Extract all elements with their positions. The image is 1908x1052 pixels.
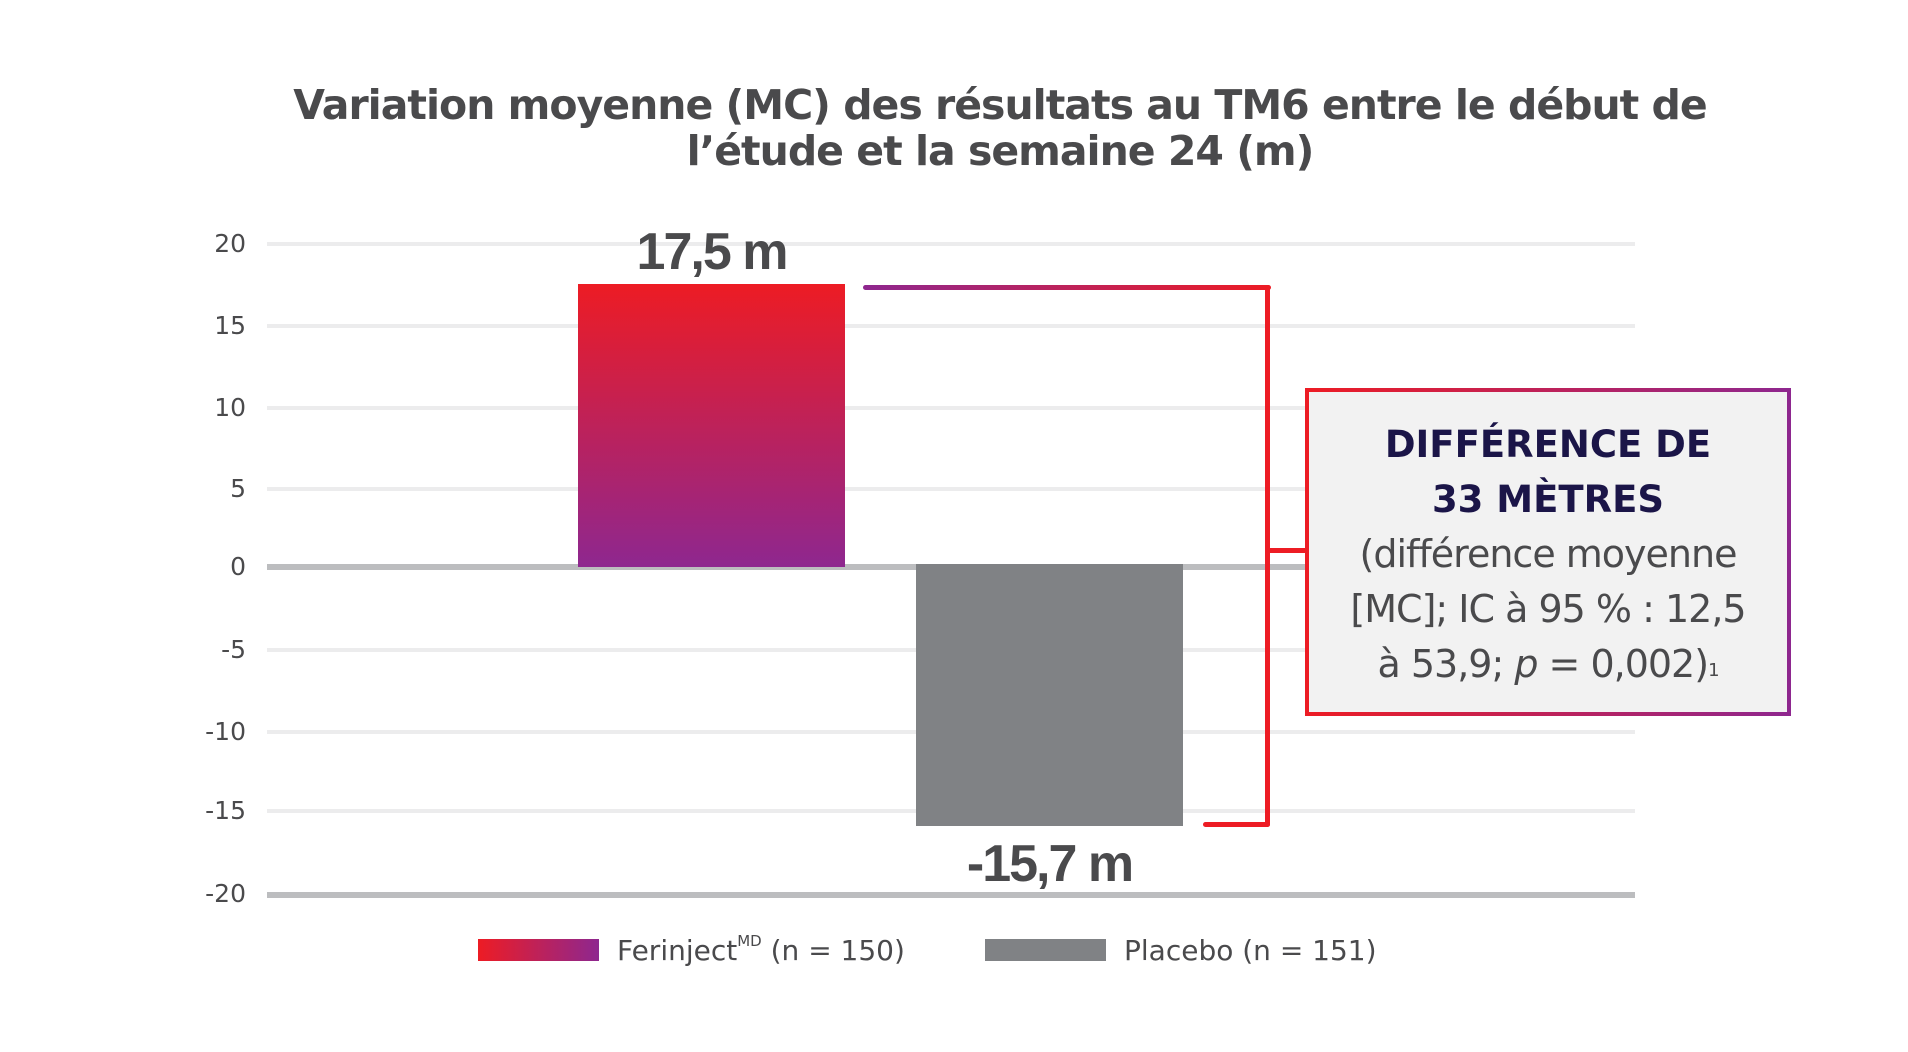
legend-swatch-placebo	[985, 939, 1106, 961]
y-tick: 0	[230, 552, 246, 581]
y-tick: -5	[221, 635, 246, 664]
y-tick: 5	[230, 474, 246, 503]
legend-swatch-ferinject	[478, 939, 599, 961]
legend-item-ferinject: FerinjectMD (n = 150)	[478, 931, 905, 967]
chart-title-line2: l’étude et la semaine 24 (m)	[686, 127, 1315, 175]
chart-title-line1: Variation moyenne (MC) des résultats au …	[293, 81, 1707, 129]
y-tick: -10	[205, 717, 246, 746]
legend-ferinject-trademark: MD	[737, 931, 762, 950]
bracket-vertical	[1265, 285, 1270, 827]
y-tick: 15	[214, 311, 246, 340]
value-label-ferinject: 17,5 m	[636, 223, 789, 281]
callout-body-line3: à 53,9; p = 0,002)1	[1377, 637, 1719, 692]
callout-body-line1: (différence moyenne	[1359, 531, 1738, 576]
bracket-top-connector	[863, 285, 1271, 290]
callout-footnote-ref: 1	[1708, 659, 1719, 681]
y-tick: -20	[205, 879, 246, 908]
y-tick: -15	[205, 796, 246, 825]
gridline-minus20	[267, 892, 1635, 898]
legend-label-ferinject: FerinjectMD (n = 150)	[617, 931, 905, 967]
gridline-10	[267, 406, 1635, 410]
value-label-placebo: -15,7 m	[966, 835, 1134, 893]
callout-body-line2: [MC]; IC à 95 % : 12,5	[1350, 586, 1746, 631]
legend-ferinject-name: Ferinject	[617, 933, 738, 967]
difference-callout: DIFFÉRENCE DE 33 MÈTRES (différence moye…	[1305, 388, 1791, 716]
gridline-15	[267, 324, 1635, 328]
bracket-callout-connector	[1265, 548, 1309, 553]
callout-heading-line1: DIFFÉRENCE DE	[1384, 422, 1712, 466]
gridline-5	[267, 487, 1635, 491]
callout-p-symbol: p	[1514, 641, 1538, 686]
callout-heading-line2: 33 MÈTRES	[1431, 477, 1665, 521]
bar-ferinject	[578, 284, 845, 567]
legend-ferinject-n: (n = 150)	[761, 933, 905, 967]
legend-item-placebo: Placebo (n = 151)	[985, 933, 1377, 967]
y-tick: 10	[214, 393, 246, 422]
gridline-20	[267, 242, 1635, 246]
callout-p-value: = 0,002)	[1537, 641, 1710, 686]
bar-placebo	[916, 564, 1183, 826]
chart-title: Variation moyenne (MC) des résultats au …	[180, 82, 1820, 174]
callout-ci-upper: à 53,9;	[1377, 641, 1515, 686]
legend-label-placebo: Placebo (n = 151)	[1124, 933, 1377, 967]
y-tick: 20	[214, 229, 246, 258]
bracket-bottom-connector	[1203, 822, 1270, 827]
